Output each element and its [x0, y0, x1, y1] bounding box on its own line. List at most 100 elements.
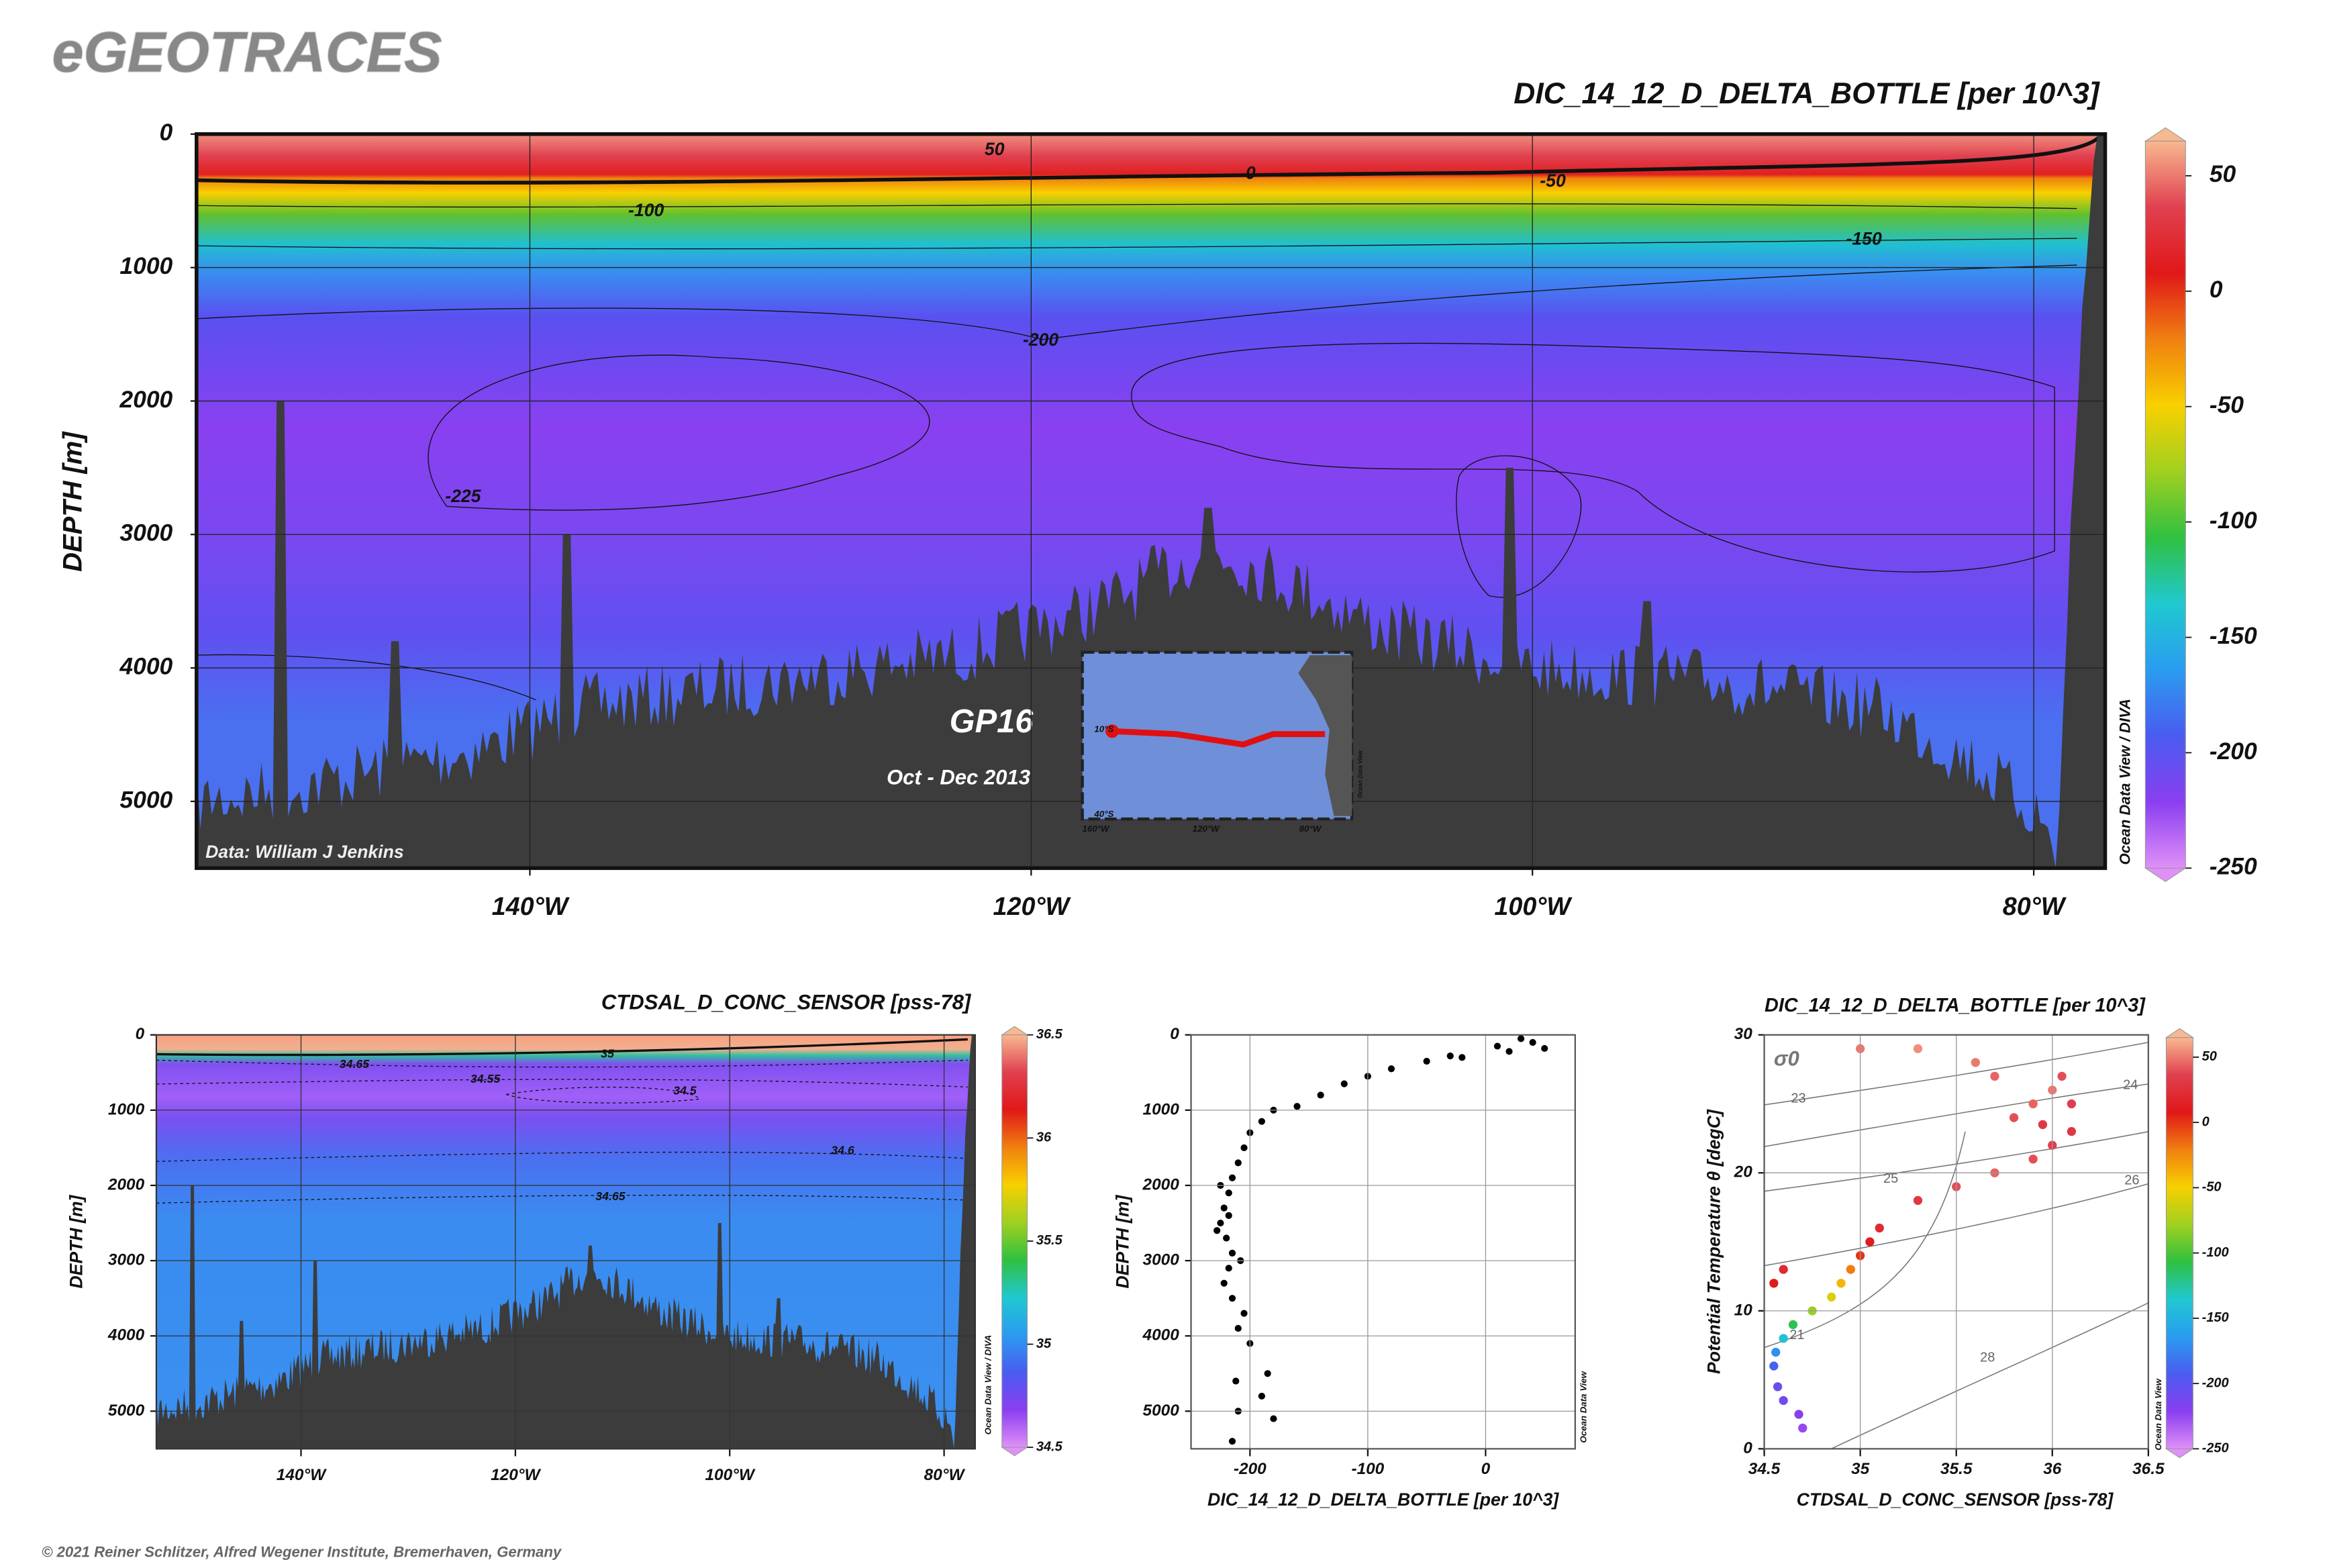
x-tick-label: 120°W: [993, 892, 1072, 920]
data-point: [1293, 1103, 1301, 1110]
data-point: [1875, 1223, 1884, 1233]
data-point: [2057, 1071, 2067, 1081]
y-tick-label: 1000: [1143, 1100, 1180, 1118]
inset-lat: 10°S: [1094, 724, 1113, 734]
credit: Data: William J Jenkins: [205, 842, 404, 862]
contour-line: [156, 1194, 968, 1204]
frame: [1190, 1034, 1576, 1450]
colorbar-tip: [2144, 127, 2187, 142]
data-point: [1225, 1265, 1232, 1272]
data-point: [1234, 1324, 1242, 1332]
data-point: [1258, 1118, 1265, 1125]
y-tick-label: 4000: [107, 1326, 145, 1344]
plot-area: [1214, 1035, 1548, 1445]
inset-lon: 120°W: [1193, 824, 1221, 834]
contour-line: [504, 1086, 701, 1104]
app-title: eGEOTRACES: [52, 21, 442, 84]
copyright: © 2021 Reiner Schlitzer, Alfred Wegener …: [42, 1544, 562, 1561]
x-tick-label: 80°W: [924, 1466, 966, 1484]
x-tick-label: 100°W: [705, 1466, 756, 1484]
y-tick-label: 1000: [119, 252, 172, 279]
y-tick-label: 20: [1734, 1163, 1753, 1181]
data-point: [1423, 1057, 1430, 1065]
colorbar-tick-label: 35.5: [1036, 1233, 1063, 1248]
inset-side-label: Ocean Data View: [1357, 750, 1364, 798]
isopycnal: [1764, 1131, 1966, 1349]
y-tick-label: 3000: [108, 1251, 145, 1269]
inset-land: [1298, 655, 1352, 816]
data-point: [1446, 1052, 1454, 1060]
chart-title: DIC_14_12_D_DELTA_BOTTLE [per 10^3]: [1765, 995, 2146, 1016]
plot-area: [156, 1034, 975, 1449]
contour-label: 0: [1246, 163, 1256, 183]
data-point: [2038, 1120, 2048, 1130]
side-label: Ocean Data View / DIVA: [983, 1335, 993, 1435]
y-tick-label: 4000: [1142, 1326, 1180, 1344]
data-point: [1913, 1195, 1923, 1206]
colorbar-tick-label: -150: [2202, 1310, 2229, 1325]
data-point: [1220, 1279, 1228, 1287]
frame: [155, 1034, 977, 1450]
x-axis-label: DIC_14_12_D_DELTA_BOTTLE [per 10^3]: [1207, 1489, 1559, 1510]
colorbar-tick-label: 0: [2202, 1114, 2210, 1129]
y-axis-label: DEPTH [m]: [58, 431, 87, 572]
colorbar-tip: [2165, 1028, 2195, 1038]
contour-label: -225: [445, 486, 481, 506]
y-tick-label: 0: [1743, 1439, 1752, 1457]
data-point: [2028, 1155, 2038, 1164]
frame: [195, 132, 2108, 871]
colorbar-tick-label: -200: [2210, 738, 2257, 765]
data-point: [1258, 1392, 1265, 1400]
colorbar-tip: [2165, 1448, 2195, 1459]
data-point: [1779, 1395, 1788, 1406]
data-point: [1317, 1091, 1324, 1099]
colorbar: [2144, 140, 2186, 869]
data-point: [1788, 1320, 1798, 1330]
y-tick-label: 2000: [119, 386, 172, 413]
colorbar-tick-label: -50: [2202, 1180, 2222, 1195]
contour-line: [196, 203, 2077, 209]
isopycnal: [1764, 1083, 2148, 1147]
colorbar-tick-label: 36: [1036, 1130, 1052, 1145]
x-tick-label: 80°W: [2003, 892, 2067, 920]
data-point: [2067, 1099, 2077, 1109]
y-tick-label: 3000: [119, 520, 172, 546]
colorbar-tip: [2144, 867, 2187, 882]
contour-label: -100: [628, 200, 664, 220]
data-point: [1529, 1038, 1536, 1046]
isopycnal-label: 26: [2124, 1173, 2139, 1187]
contour-line: [196, 654, 536, 701]
data-point: [1794, 1410, 1803, 1419]
data-point: [1779, 1265, 1788, 1274]
isopycnal-label: 23: [1791, 1091, 1805, 1106]
data-point: [1769, 1279, 1779, 1288]
contour-label: 34.65: [595, 1189, 626, 1203]
data-point: [1228, 1174, 1236, 1181]
colorbar-tick-label: -250: [2210, 853, 2257, 880]
period-label: Oct - Dec 2013: [887, 765, 1030, 789]
data-point: [1228, 1438, 1236, 1445]
data-point: [1225, 1212, 1232, 1219]
colorbar-tick-label: 35: [1036, 1336, 1052, 1351]
x-axis-label: CTDSAL_D_CONC_SENSOR [pss-78]: [1797, 1489, 2114, 1510]
side-label: Ocean Data View: [1579, 1370, 1589, 1442]
contour-line: [1456, 455, 1582, 598]
contour-label: 34.5: [673, 1084, 697, 1097]
side-label: Ocean Data View / DIVA: [2116, 699, 2133, 865]
chart: 21 23 24 25 26 28 σ0 0 10 20 30 34.5 35 35.5 36 36.5 DIC…: [1703, 995, 2228, 1510]
data-point: [1827, 1292, 1836, 1302]
data-point: [1223, 1234, 1230, 1242]
data-point: [1264, 1370, 1271, 1377]
data-point: [1240, 1310, 1248, 1317]
contour-line: [196, 136, 2101, 185]
colorbar: [1001, 1034, 1028, 1448]
data-point: [1505, 1048, 1513, 1055]
colorbar-tick-label: 50: [2210, 160, 2236, 187]
data-point: [1865, 1237, 1875, 1246]
data-point: [1771, 1347, 1781, 1357]
data-point: [1387, 1065, 1395, 1073]
chart: 34.65 34.55 34.5 34.6 34.65 35 0 1000 2000 3000 40…: [66, 990, 1062, 1483]
side-label: Ocean Data View: [2153, 1377, 2163, 1450]
data-point: [1228, 1249, 1236, 1257]
